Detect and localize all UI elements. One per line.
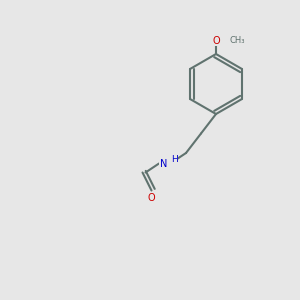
Text: N: N <box>160 158 167 169</box>
Text: H: H <box>171 154 177 164</box>
Text: O: O <box>148 193 155 203</box>
Text: O: O <box>212 35 220 46</box>
Text: CH₃: CH₃ <box>230 36 245 45</box>
